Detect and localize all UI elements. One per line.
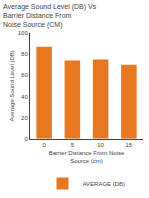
svg-text:60: 60 (21, 72, 28, 78)
svg-text:20: 20 (21, 115, 28, 121)
svg-text:5: 5 (71, 142, 75, 148)
svg-text:15: 15 (126, 142, 133, 148)
svg-text:Average Sound Level (DB) VsBar: Average Sound Level (DB) VsBarrier Dista… (3, 3, 97, 29)
svg-text:40: 40 (21, 94, 28, 100)
svg-text:0: 0 (42, 142, 46, 148)
svg-text:AVERAGE (DB): AVERAGE (DB) (83, 181, 126, 187)
svg-text:Barrier Distance From NoiseSou: Barrier Distance From NoiseSource (cm) (49, 150, 125, 164)
svg-text:Average Sound Level (DB): Average Sound Level (DB) (9, 50, 15, 121)
svg-text:100: 100 (18, 30, 29, 36)
svg-text:10: 10 (97, 142, 104, 148)
svg-text:80: 80 (21, 51, 28, 57)
svg-text:0: 0 (24, 136, 28, 142)
